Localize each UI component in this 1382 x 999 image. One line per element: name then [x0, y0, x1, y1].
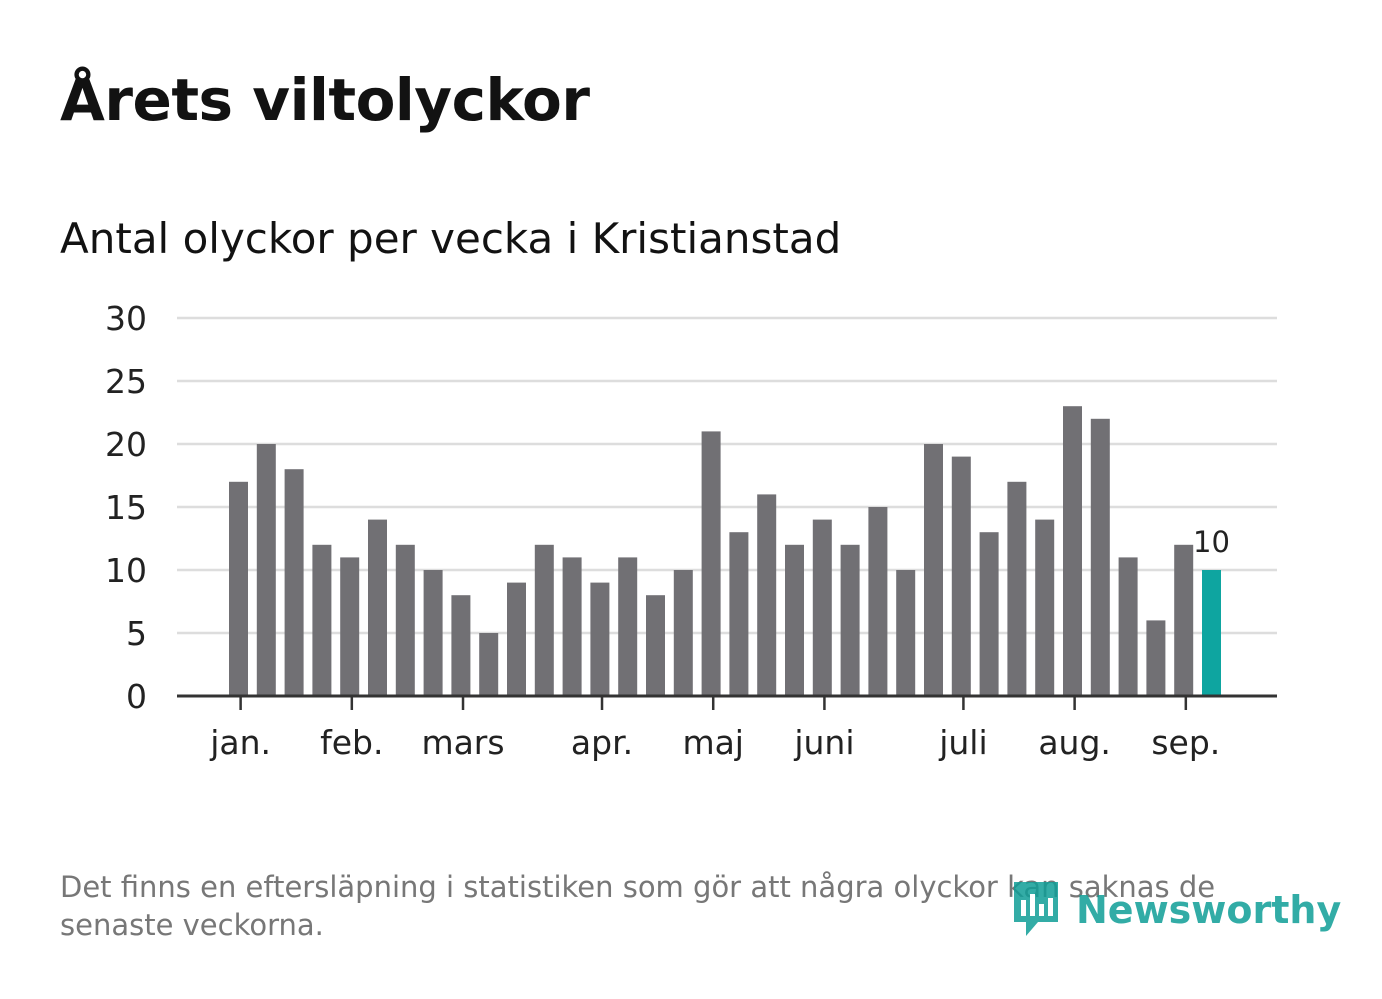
x-tick-label: maj — [682, 723, 744, 762]
x-tick-label: feb. — [320, 723, 383, 762]
bars — [229, 406, 1221, 696]
bar — [229, 481, 248, 696]
bar — [924, 444, 943, 696]
bar — [534, 544, 554, 696]
bar — [1090, 418, 1110, 696]
bar — [757, 494, 777, 696]
bar-highlight — [1202, 570, 1221, 696]
bar — [840, 544, 860, 696]
bar — [507, 582, 526, 696]
bar — [785, 544, 804, 696]
bar — [673, 570, 693, 696]
bar — [868, 507, 888, 696]
bar — [368, 519, 387, 696]
bar — [395, 544, 415, 696]
bar — [479, 633, 499, 696]
bar — [312, 544, 332, 696]
y-tick-label: 10 — [105, 551, 147, 590]
bar — [618, 557, 638, 696]
logo-text: Newsworthy — [1076, 888, 1342, 932]
newsworthy-logo: Newsworthy — [1010, 878, 1341, 942]
bar — [340, 557, 360, 696]
bar — [1118, 557, 1138, 696]
data-label-latest: 10 — [1193, 525, 1230, 559]
bar — [951, 456, 971, 696]
logo-icon — [1014, 882, 1058, 936]
bar — [423, 570, 443, 696]
data-labels: 10 — [1193, 525, 1230, 559]
x-tick-label: apr. — [571, 723, 633, 762]
bar — [1174, 544, 1194, 696]
y-tick-label: 15 — [105, 488, 147, 527]
x-tick-label: juni — [793, 723, 854, 762]
y-tick-label: 20 — [105, 425, 147, 464]
x-tick-label: sep. — [1151, 723, 1220, 762]
chart-subtitle: Antal olyckor per vecka i Kristianstad — [60, 214, 842, 263]
bar — [1035, 519, 1055, 696]
x-tick-label: mars — [421, 723, 504, 762]
bar — [1146, 620, 1166, 696]
y-axis-ticks: 0 5 10 15 20 25 30 — [105, 299, 147, 716]
bar-chart: 0 5 10 15 20 25 30 jan. feb. mars apr. maj juni juli… — [105, 299, 1277, 762]
bar — [451, 595, 471, 696]
bar — [729, 532, 749, 696]
bar — [590, 582, 610, 696]
chart-title: Årets viltolyckor — [60, 66, 590, 134]
bar — [812, 519, 832, 696]
bar — [256, 444, 276, 696]
x-tick-label: juli — [938, 723, 987, 762]
bar — [701, 431, 721, 696]
bar — [646, 595, 665, 696]
bar — [1007, 481, 1027, 696]
y-tick-label: 25 — [105, 362, 147, 401]
x-tick-label: jan. — [209, 723, 271, 762]
bar — [1063, 406, 1082, 696]
x-tick-label: aug. — [1038, 723, 1111, 762]
y-tick-label: 5 — [126, 614, 147, 653]
bar — [562, 557, 582, 696]
bar — [896, 570, 916, 696]
bar — [979, 532, 999, 696]
bar — [284, 469, 304, 696]
x-axis: jan. feb. mars apr. maj juni juli aug. sep. — [177, 694, 1277, 762]
y-tick-label: 0 — [126, 677, 147, 716]
y-tick-label: 30 — [105, 299, 147, 338]
